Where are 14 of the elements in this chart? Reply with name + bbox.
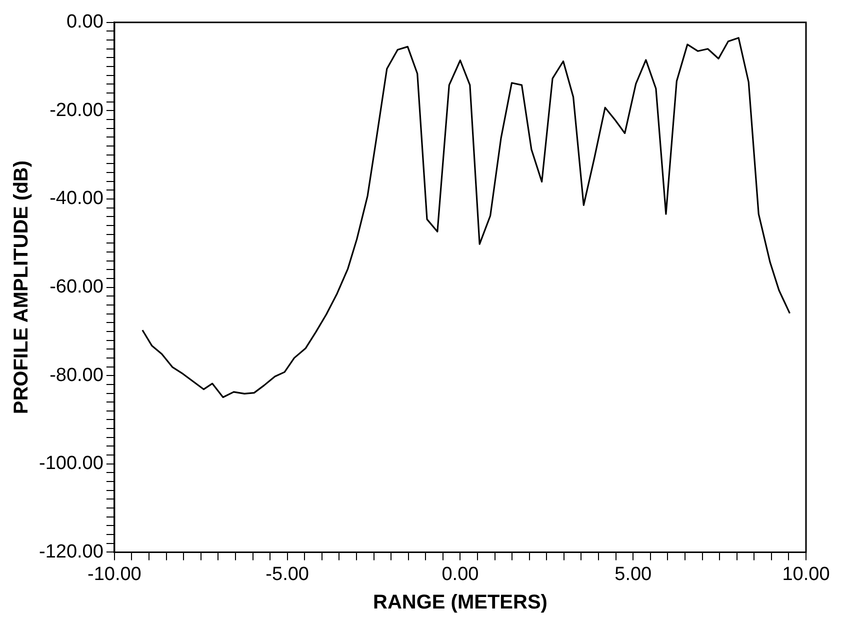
y-tick-label: 0.00	[66, 12, 104, 33]
y-axis-title: PROFILE AMPLITUDE (dB)	[10, 160, 33, 414]
y-tick-label: -20.00	[50, 100, 104, 121]
x-tick-label: 5.00	[614, 564, 652, 585]
x-tick-label: -5.00	[266, 564, 309, 585]
y-tick-label: -120.00	[38, 541, 104, 562]
y-tick-label: -40.00	[50, 188, 104, 210]
y-tick-label: -60.00	[50, 276, 104, 298]
x-axis-title: RANGE (METERS)	[372, 592, 548, 614]
y-tick-label: -80.00	[50, 364, 104, 386]
x-tick-label: 10.00	[782, 564, 830, 585]
x-tick-label: 0.00	[442, 564, 479, 585]
x-tick-label: -10.00	[88, 564, 142, 585]
y-tick-label: -100.00	[38, 453, 104, 474]
